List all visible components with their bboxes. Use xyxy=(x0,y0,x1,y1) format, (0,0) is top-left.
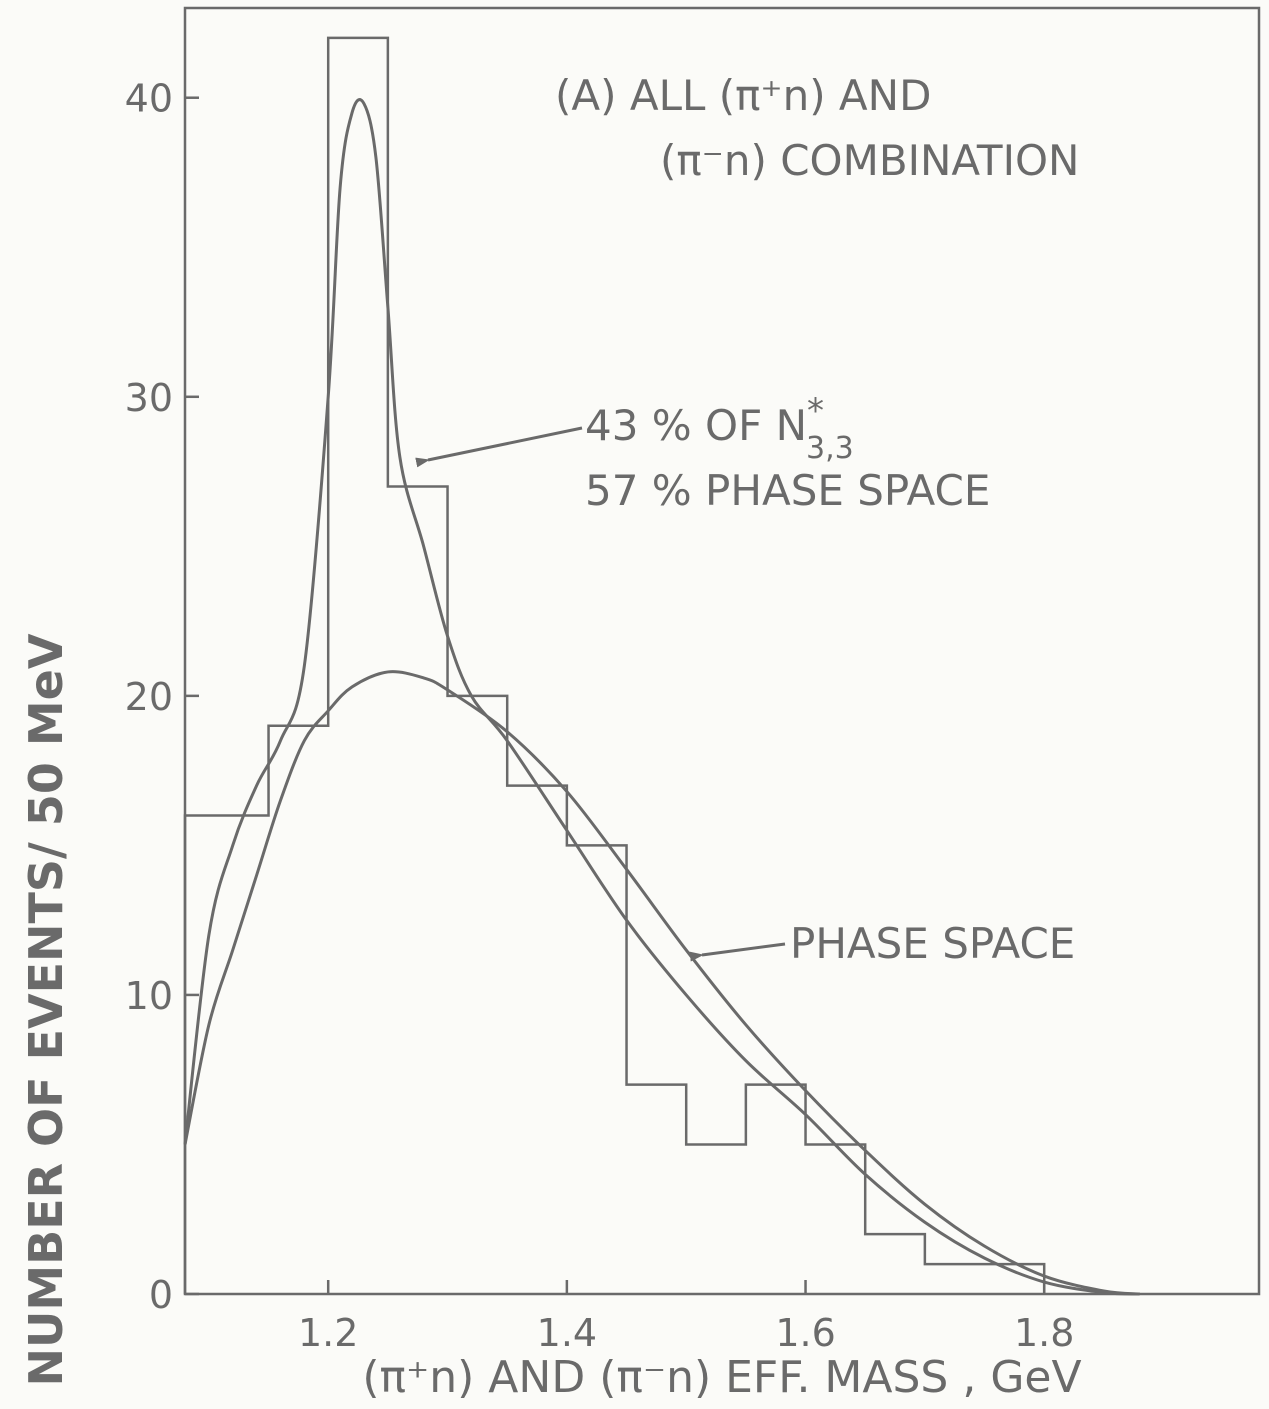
mix-annotation-line1: 43 % OF N* 3,3 xyxy=(585,391,854,466)
mix-annotation-text: 43 % OF N xyxy=(585,401,807,450)
x-tick-label: 1.4 xyxy=(537,1311,597,1355)
histogram xyxy=(183,36,1046,1294)
x-axis-ticks: 1.2 1.4 1.6 1.8 xyxy=(298,1280,1074,1355)
chart-title-line1: (A) ALL (π⁺n) AND xyxy=(555,71,931,120)
y-axis-label: NUMBER OF EVENTS/ 50 MeV xyxy=(19,633,73,1386)
fit-curve xyxy=(183,98,1140,1296)
y-tick-label: 30 xyxy=(125,376,173,420)
y-tick-label: 10 xyxy=(125,974,173,1018)
x-tick-label: 1.6 xyxy=(775,1311,835,1355)
phase-space-curve xyxy=(183,670,1140,1296)
mix-annotation-line2: 57 % PHASE SPACE xyxy=(585,466,990,515)
y-tick-label: 20 xyxy=(125,675,173,719)
y-tick-label: 40 xyxy=(125,77,173,121)
y-axis-ticks: 0 10 20 30 40 xyxy=(125,77,199,1317)
phase-space-annotation: PHASE SPACE xyxy=(790,919,1075,968)
mix-annotation-star: * xyxy=(807,391,824,431)
y-tick-label: 0 xyxy=(149,1273,173,1317)
mix-annotation-sub: 3,3 xyxy=(806,431,854,466)
x-axis-label: (π⁺n) AND (π⁻n) EFF. MASS , GeV xyxy=(362,1352,1081,1403)
x-tick-label: 1.2 xyxy=(298,1311,358,1355)
plot-frame xyxy=(183,6,1261,1296)
phase-space-annotation-arrow xyxy=(689,942,786,962)
mix-annotation-arrow xyxy=(415,426,583,468)
x-tick-label: 1.8 xyxy=(1014,1311,1074,1355)
chart-title-line2: (π⁻n) COMBINATION xyxy=(660,136,1079,185)
